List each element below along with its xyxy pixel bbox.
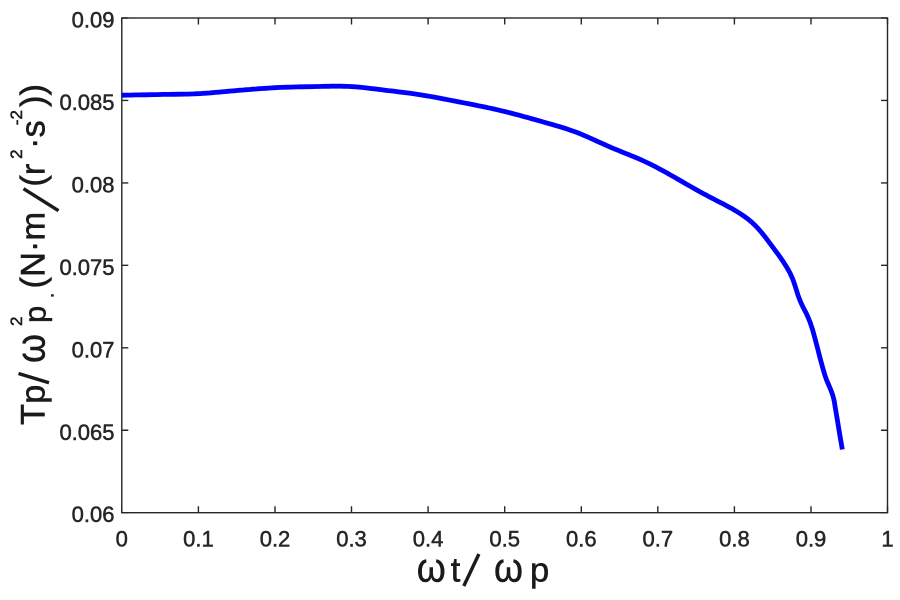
svg-text:0.3: 0.3 xyxy=(336,526,367,551)
svg-text:0.8: 0.8 xyxy=(719,526,750,551)
svg-text:2: 2 xyxy=(7,149,26,158)
svg-text:ω: ω xyxy=(8,334,54,363)
svg-text:0.07: 0.07 xyxy=(72,337,115,362)
svg-text:p: p xyxy=(18,306,53,323)
svg-text:0.2: 0.2 xyxy=(260,526,291,551)
svg-text:Tp: Tp xyxy=(15,385,53,425)
svg-text:0.09: 0.09 xyxy=(72,8,115,33)
svg-text:.: . xyxy=(37,293,59,299)
svg-text:0.9: 0.9 xyxy=(796,526,827,551)
svg-text:-2: -2 xyxy=(7,110,26,125)
svg-text:t: t xyxy=(451,552,461,590)
svg-text:0: 0 xyxy=(116,526,128,551)
svg-text:·s: ·s xyxy=(15,120,53,149)
svg-text:p: p xyxy=(530,552,549,590)
svg-text:0.08: 0.08 xyxy=(72,172,115,197)
svg-text:0.065: 0.065 xyxy=(59,420,114,445)
svg-text:0.06: 0.06 xyxy=(72,502,115,527)
svg-text:0.7: 0.7 xyxy=(643,526,674,551)
svg-text:0.4: 0.4 xyxy=(413,526,444,551)
svg-text:)): )) xyxy=(15,84,53,107)
svg-text:0.5: 0.5 xyxy=(489,526,520,551)
svg-text:(r: (r xyxy=(15,164,53,187)
svg-text:0.075: 0.075 xyxy=(59,255,114,280)
svg-text:0.6: 0.6 xyxy=(566,526,597,551)
svg-text:ω: ω xyxy=(417,545,446,591)
svg-text:1: 1 xyxy=(881,526,893,551)
svg-text:(N·m: (N·m xyxy=(15,212,53,289)
svg-text:2: 2 xyxy=(7,317,26,326)
svg-text:0.1: 0.1 xyxy=(183,526,214,551)
svg-text:0.085: 0.085 xyxy=(59,90,114,115)
svg-text:ω: ω xyxy=(494,545,523,591)
